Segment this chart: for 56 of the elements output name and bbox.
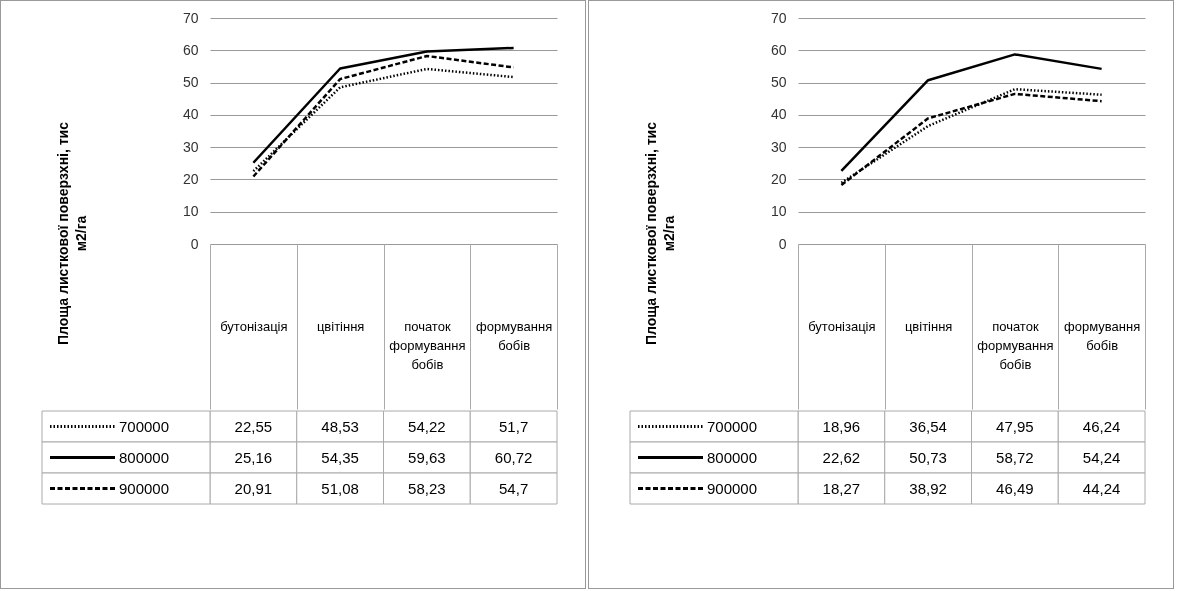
data-label: 38,92 bbox=[909, 479, 947, 497]
data-label: 51,7 bbox=[499, 417, 529, 435]
y-tick-label: 0 bbox=[190, 235, 199, 252]
legend-label: 900000 bbox=[119, 479, 170, 497]
y-tick-label: 50 bbox=[770, 74, 787, 91]
legend-label: 800000 bbox=[707, 448, 758, 466]
data-label: 46,24 bbox=[1082, 417, 1121, 435]
y-tick-label: 70 bbox=[770, 9, 787, 26]
y-tick-label: 50 bbox=[182, 74, 199, 91]
data-label: 25,16 bbox=[234, 448, 273, 466]
y-tick-label: 10 bbox=[182, 203, 199, 220]
data-label: 60,72 bbox=[494, 448, 533, 466]
data-label: 47,95 bbox=[996, 417, 1034, 435]
data-label: 59,63 bbox=[408, 448, 446, 466]
y-tick-label: 30 bbox=[182, 138, 199, 155]
data-label: 48,53 bbox=[321, 417, 359, 435]
data-label: 54,22 bbox=[408, 417, 446, 435]
x-tick-label: бутонізація bbox=[220, 318, 288, 334]
data-label: 46,49 bbox=[996, 479, 1034, 497]
x-tick-label: формування бобів bbox=[1064, 318, 1141, 353]
y-axis-title: Площа листкової поверзхні, тис м2/га bbox=[54, 121, 89, 346]
y-tick-label: 40 bbox=[182, 106, 199, 123]
data-label: 54,7 bbox=[499, 479, 529, 497]
legend-label: 700000 bbox=[707, 417, 758, 435]
data-label: 36,54 bbox=[909, 417, 947, 435]
y-tick-label: 40 bbox=[770, 106, 787, 123]
y-tick-label: 70 bbox=[182, 9, 199, 26]
x-tick-label: бутонізація bbox=[808, 318, 876, 334]
y-tick-label: 20 bbox=[770, 170, 787, 187]
x-tick-label: цвітіння bbox=[904, 318, 953, 334]
y-tick-label: 20 bbox=[182, 170, 199, 187]
data-label: 18,96 bbox=[822, 417, 861, 435]
x-tick-label: початок формування бобів bbox=[977, 318, 1054, 372]
y-tick-label: 10 bbox=[770, 203, 787, 220]
data-label: 54,35 bbox=[321, 448, 359, 466]
data-label: 20,91 bbox=[234, 479, 273, 497]
y-tick-label: 30 bbox=[770, 138, 787, 155]
data-label: 58,23 bbox=[408, 479, 446, 497]
data-label: 58,72 bbox=[996, 448, 1034, 466]
x-tick-label: формування бобів bbox=[476, 318, 553, 353]
y-axis-title: Площа листкової поверзхні, тис м2/га bbox=[642, 121, 677, 346]
data-label: 50,73 bbox=[909, 448, 947, 466]
y-tick-label: 0 bbox=[778, 235, 787, 252]
x-tick-label: початок формування бобів bbox=[389, 318, 466, 372]
data-label: 22,55 bbox=[234, 417, 273, 435]
data-label: 54,24 bbox=[1082, 448, 1121, 466]
legend-label: 800000 bbox=[119, 448, 170, 466]
data-label: 18,27 bbox=[822, 479, 861, 497]
y-tick-label: 60 bbox=[182, 41, 199, 58]
data-label: 22,62 bbox=[822, 448, 861, 466]
data-label: 51,08 bbox=[321, 479, 359, 497]
x-tick-label: цвітіння bbox=[316, 318, 365, 334]
data-label: 44,24 bbox=[1082, 479, 1121, 497]
legend-label: 900000 bbox=[707, 479, 758, 497]
y-tick-label: 60 bbox=[770, 41, 787, 58]
legend-label: 700000 bbox=[119, 417, 170, 435]
